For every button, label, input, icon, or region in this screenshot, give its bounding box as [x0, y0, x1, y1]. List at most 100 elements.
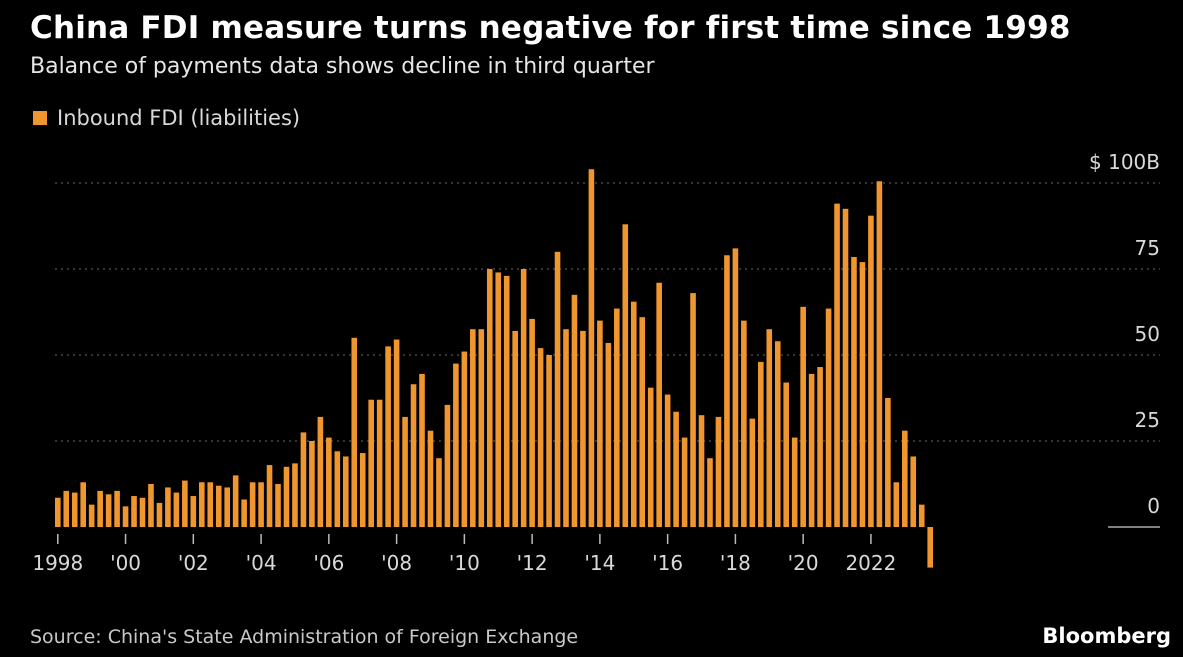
- bar: [546, 355, 552, 527]
- bar: [791, 437, 798, 527]
- bar: [224, 487, 230, 527]
- legend: Inbound FDI (liabilities): [33, 106, 300, 130]
- bar: [444, 404, 451, 527]
- bar: [182, 480, 188, 527]
- x-tick-label: 2022: [845, 551, 896, 575]
- bar: [232, 475, 239, 527]
- bar: [571, 294, 578, 527]
- x-tick-label: '12: [517, 551, 548, 575]
- bar: [529, 318, 535, 527]
- x-tick-label: '18: [720, 551, 751, 575]
- y-tick-label: 25: [1135, 408, 1160, 432]
- bar: [266, 465, 273, 527]
- bar: [859, 262, 866, 527]
- bar: [292, 463, 298, 527]
- bar: [724, 255, 730, 528]
- bar: [427, 430, 434, 527]
- bar: [486, 269, 493, 527]
- bar: [190, 496, 197, 527]
- bar: [580, 330, 586, 527]
- x-tick-label: '08: [381, 551, 412, 575]
- bar: [258, 482, 264, 527]
- x-tick-label: '16: [652, 551, 683, 575]
- bar: [800, 306, 806, 527]
- bar: [470, 329, 476, 527]
- bar: [554, 251, 561, 528]
- x-tick-label: '02: [178, 551, 209, 575]
- bar: [410, 384, 417, 527]
- bar: [707, 458, 713, 527]
- bar: [783, 382, 790, 527]
- bar: [690, 293, 696, 527]
- bar: [309, 441, 315, 527]
- bar: [461, 351, 468, 527]
- y-tick-label: 0: [1147, 494, 1160, 518]
- bar: [495, 272, 502, 527]
- bar: [105, 494, 112, 527]
- bar: [893, 482, 900, 527]
- bar: [249, 482, 256, 527]
- bar: [165, 487, 171, 527]
- bar: [639, 317, 646, 527]
- bar: [758, 361, 764, 527]
- bar: [715, 416, 722, 527]
- bar: [241, 499, 247, 527]
- x-tick-label: 1998: [32, 551, 83, 575]
- bar: [351, 337, 358, 527]
- bar: [910, 456, 917, 527]
- bar: [817, 367, 823, 527]
- bar: [851, 256, 857, 527]
- bar: [326, 437, 332, 527]
- y-tick-label: $ 100B: [1089, 150, 1160, 174]
- x-tick-label: '14: [584, 551, 615, 575]
- bar: [156, 502, 163, 527]
- bar: [173, 492, 180, 527]
- bar: [122, 506, 129, 527]
- bar: [334, 451, 341, 527]
- bar: [436, 458, 442, 527]
- bar: [876, 181, 883, 527]
- bar: [605, 342, 612, 527]
- bar: [55, 497, 61, 527]
- bar: [681, 437, 688, 527]
- bar: [63, 490, 70, 527]
- bar: [630, 301, 637, 527]
- legend-swatch: [33, 111, 47, 125]
- bar: [148, 484, 154, 527]
- bar: [215, 485, 222, 527]
- bar: [385, 346, 391, 527]
- bar: [503, 275, 510, 527]
- bar: [368, 399, 374, 527]
- bar: [419, 373, 425, 527]
- bar: [622, 224, 629, 527]
- bar: [698, 415, 705, 527]
- bar: [283, 466, 290, 527]
- bar: [664, 394, 671, 527]
- bar: [402, 416, 408, 527]
- bar: [393, 339, 400, 527]
- x-tick-label: '10: [449, 551, 480, 575]
- bar: [114, 490, 120, 527]
- bar: [825, 308, 832, 527]
- bar: [80, 482, 87, 527]
- bar: [520, 269, 527, 527]
- bar: [808, 373, 815, 527]
- bar: [88, 504, 95, 527]
- chart-subtitle: Balance of payments data shows decline i…: [30, 54, 655, 79]
- bar: [359, 453, 366, 527]
- bar: [71, 492, 78, 527]
- bar: [478, 329, 485, 527]
- bar: [614, 308, 620, 527]
- source-note: Source: China's State Administration of …: [30, 626, 579, 648]
- bar: [376, 399, 383, 527]
- bar: [749, 418, 756, 527]
- bar: [198, 482, 205, 527]
- bar: [275, 484, 281, 527]
- y-tick-label: 75: [1135, 236, 1160, 260]
- bar: [563, 329, 569, 527]
- bar: [927, 527, 934, 568]
- bar: [885, 398, 891, 527]
- bar: [512, 330, 518, 527]
- bar: [131, 496, 137, 527]
